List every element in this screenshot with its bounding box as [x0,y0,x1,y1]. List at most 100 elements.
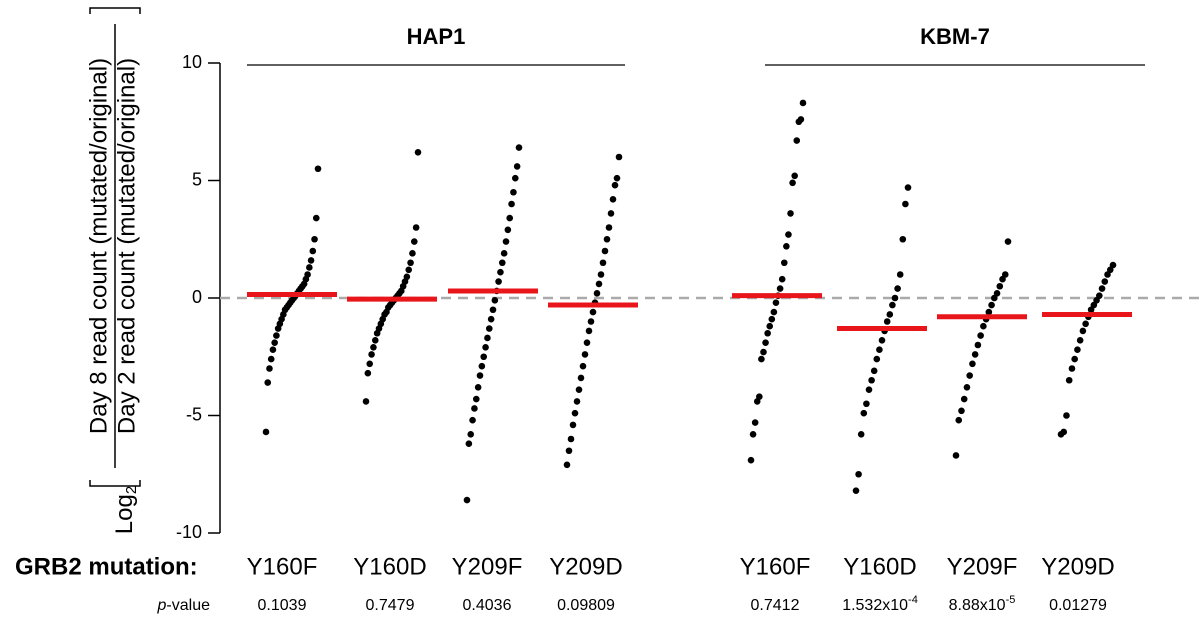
data-point [852,487,860,495]
data-point [489,306,497,314]
data-point [364,369,372,377]
y-label-prefix: Log2 [111,486,140,534]
y-tick-label: 5 [192,169,202,189]
data-point [469,416,476,424]
data-point [482,344,489,351]
data-point [1098,285,1106,292]
data-point [1001,271,1009,278]
category-label: Y160D [843,553,916,580]
y-tick-label: 0 [192,287,202,307]
data-point [485,325,493,332]
data-point [894,285,901,292]
category-label: Y160D [353,553,426,580]
data-point [467,431,475,438]
data-point [484,334,491,342]
data-point [581,351,589,358]
data-point [904,184,912,191]
data-point [1079,327,1087,335]
data-point [515,144,523,151]
data-point [474,384,482,391]
p-exponent: -5 [1006,594,1016,606]
x-label: GRB2 mutation: [15,553,198,580]
group-title: HAP1 [407,24,466,49]
data-point [497,268,504,276]
data-point [1068,365,1076,372]
p-value: 0.7412 [751,597,800,614]
data-point [511,174,519,182]
data-point [498,259,506,267]
data-point [271,339,278,346]
data-point [855,470,862,478]
category-label: Y160F [740,553,811,580]
p-value: 0.4036 [463,597,512,614]
data-point [1074,346,1081,354]
data-point [407,259,414,267]
data-point [371,337,379,344]
data-point [563,461,571,469]
data-point [609,196,617,203]
data-point [306,264,313,271]
data-point [873,355,881,363]
data-point [764,329,771,337]
data-point [1096,292,1103,299]
data-point [889,301,896,309]
data-point [368,351,375,358]
data-point [500,250,508,257]
data-point [758,355,765,363]
data-point [876,346,883,354]
data-point [410,238,418,245]
bracket [89,7,141,14]
data-point [585,327,593,335]
data-point [988,301,995,309]
data-point [1076,337,1084,344]
p-value: 0.1039 [258,597,307,614]
data-point [262,428,270,436]
data-point [491,297,499,304]
data-point [599,259,607,267]
data-point [865,386,873,393]
data-point [487,315,495,323]
data-point [593,290,601,297]
y-tick-label: -5 [186,404,202,424]
data-point [405,266,413,274]
y-tick-label: -10 [176,522,202,542]
data-point [785,231,792,238]
data-point [613,174,621,182]
data-point [1060,428,1068,436]
data-point [766,322,774,330]
data-point [463,496,471,504]
data-point [314,165,322,173]
data-point [878,337,886,344]
data-point [985,308,993,316]
data-point [615,153,623,161]
data-point [508,200,515,208]
data-point [504,226,512,234]
data-point [1004,238,1012,245]
data-point [589,308,597,316]
p-value: 8.88x10-5 [949,594,1016,614]
data-point [577,374,585,382]
p-mantissa: 8.88x10 [949,597,1006,614]
category-label: Y160F [247,553,318,580]
data-point [495,278,502,285]
data-point [587,318,595,325]
data-point [971,351,979,358]
data-point [510,188,517,196]
data-point [575,386,583,393]
data-point [601,247,609,255]
data-point [780,259,788,267]
data-point [868,376,875,384]
data-point [799,99,807,107]
data-point [891,294,899,302]
data-point [747,456,755,464]
group-title: KBM-7 [920,24,990,49]
data-point [569,421,577,429]
data-point [573,398,581,405]
data-point [565,447,573,455]
data-point [513,163,521,170]
data-point [571,409,579,417]
category-label: Y209F [947,553,1018,580]
data-point [465,440,473,448]
data-point [778,275,786,283]
data-point [980,322,987,330]
